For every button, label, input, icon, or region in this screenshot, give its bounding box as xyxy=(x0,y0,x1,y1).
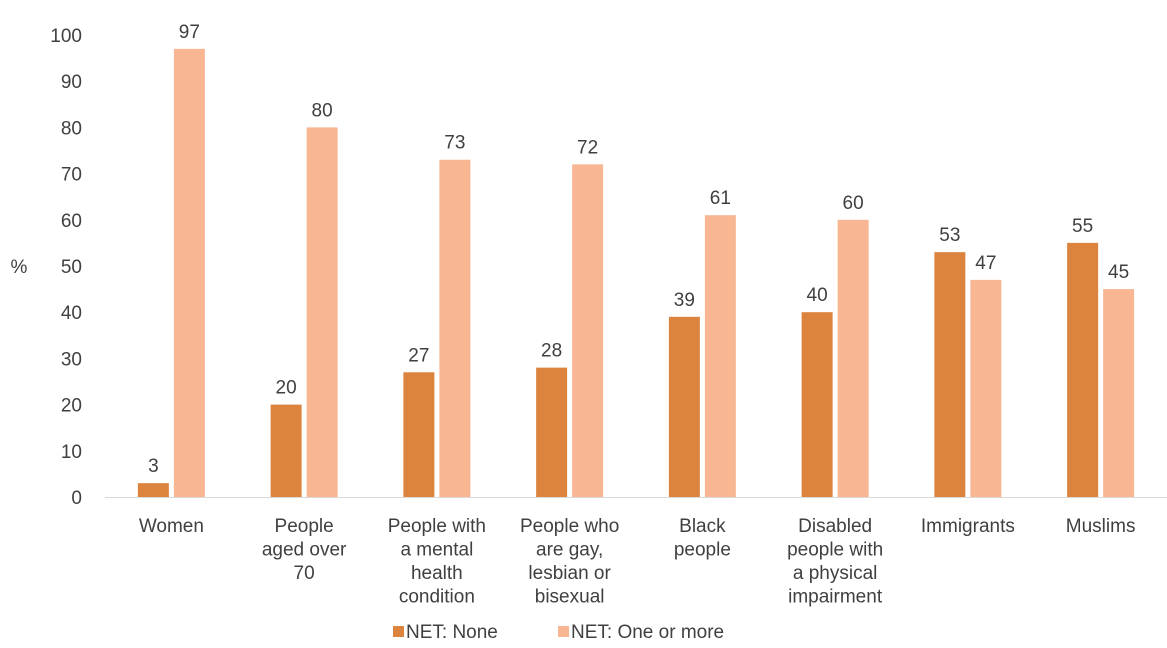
y-tick-label: 40 xyxy=(61,303,82,324)
y-tick-label: 90 xyxy=(61,72,82,93)
data-label: 45 xyxy=(1108,262,1129,283)
data-label: 28 xyxy=(541,341,562,362)
data-labels: 3 97 20 80 27 73 28 72 39 61 40 60 53 47 55 45 xyxy=(148,22,1129,477)
y-axis: 0 10 20 30 40 50 60 70 80 90 100 xyxy=(50,26,82,509)
category-label: People with a mental health condition xyxy=(388,516,486,608)
legend-swatch xyxy=(558,626,569,637)
category-label: Muslims xyxy=(1066,516,1136,537)
category-label: People who are gay, lesbian or bisexual xyxy=(520,516,619,608)
category-label: Immigrants xyxy=(921,516,1015,537)
bar xyxy=(572,164,604,498)
category-label: Disabled people with a physical impairment xyxy=(787,516,883,608)
data-label: 60 xyxy=(843,193,864,214)
legend-label: NET: One or more xyxy=(571,622,724,643)
bar xyxy=(801,312,833,497)
y-tick-label: 20 xyxy=(61,396,82,417)
data-label: 97 xyxy=(179,22,200,43)
bar xyxy=(970,279,1002,497)
y-tick-label: 10 xyxy=(61,442,82,463)
y-tick-label: 60 xyxy=(61,211,82,232)
bar xyxy=(1067,242,1099,497)
legend-label: NET: None xyxy=(406,622,498,643)
category-label: People aged over 70 xyxy=(262,516,347,584)
bar xyxy=(934,252,966,497)
bar xyxy=(173,48,205,498)
bar xyxy=(306,127,338,498)
data-label: 3 xyxy=(148,456,159,477)
y-tick-label: 80 xyxy=(61,118,82,139)
category-label: Black people xyxy=(674,516,731,561)
y-tick-label: 0 xyxy=(71,488,82,509)
bar xyxy=(439,159,471,498)
data-label: 73 xyxy=(444,133,465,154)
data-label: 80 xyxy=(312,100,333,121)
y-tick-label: 50 xyxy=(61,257,82,278)
bar xyxy=(668,316,700,497)
category-labels: Women People aged over 70 People with a menta… xyxy=(139,516,1136,608)
data-label: 55 xyxy=(1072,216,1093,237)
legend: NET: None NET: One or more xyxy=(393,622,724,643)
bar xyxy=(837,219,869,498)
y-tick-label: 100 xyxy=(50,26,82,47)
data-label: 39 xyxy=(674,290,695,311)
data-label: 61 xyxy=(710,188,731,209)
y-axis-label: % xyxy=(11,257,28,278)
bar xyxy=(137,483,169,497)
legend-swatch xyxy=(393,626,404,637)
y-tick-label: 70 xyxy=(61,165,82,186)
bar xyxy=(536,367,568,497)
data-label: 40 xyxy=(807,285,828,306)
bar xyxy=(270,404,302,497)
data-label: 47 xyxy=(975,253,996,274)
data-label: 20 xyxy=(276,378,297,399)
bar xyxy=(704,215,736,497)
bars xyxy=(105,48,1167,498)
data-label: 27 xyxy=(408,345,429,366)
category-label: Women xyxy=(139,516,204,537)
data-label: 72 xyxy=(577,137,598,158)
bar xyxy=(1103,289,1135,497)
y-tick-label: 30 xyxy=(61,349,82,370)
data-label: 53 xyxy=(939,225,960,246)
bar xyxy=(403,372,435,497)
